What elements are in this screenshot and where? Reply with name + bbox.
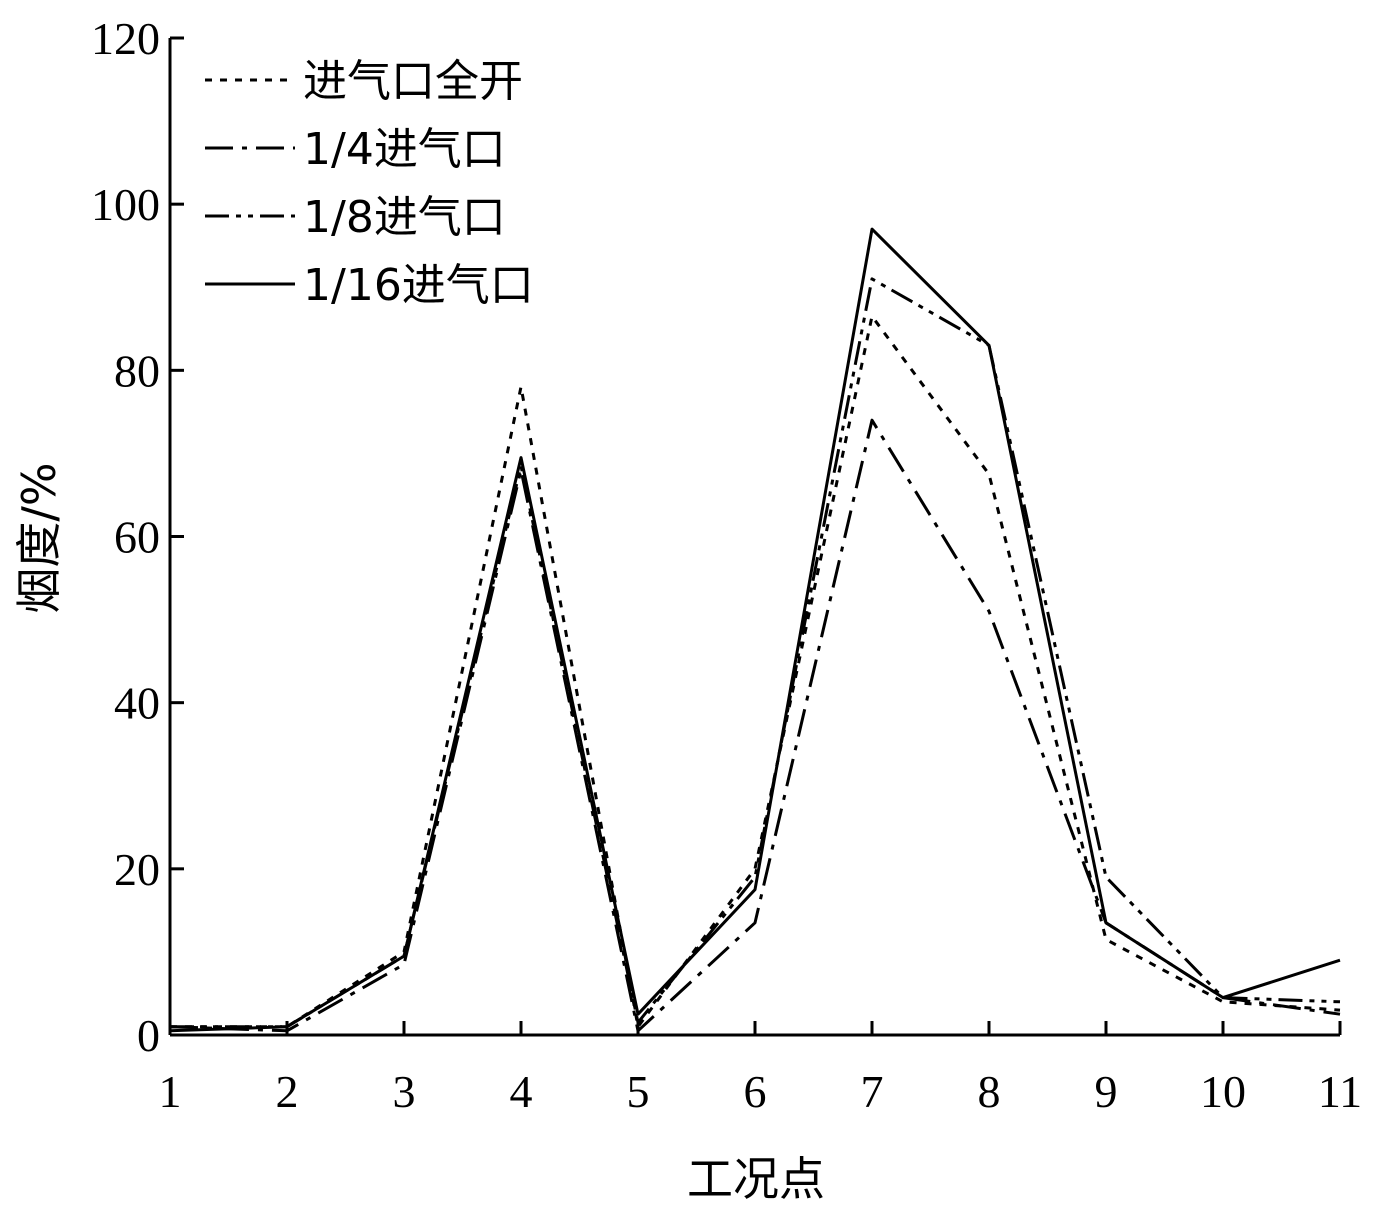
series-line-2 (169, 418, 1341, 1033)
y-tick-label: 120 (91, 13, 160, 64)
x-tick-label: 3 (393, 1066, 416, 1117)
x-tick-label: 8 (978, 1066, 1001, 1117)
x-axis-title: 工况点 (687, 1152, 825, 1205)
series-line-3 (170, 277, 1341, 1029)
y-tick-label: 40 (114, 678, 160, 729)
x-tick-label: 9 (1095, 1066, 1118, 1117)
y-tick-label: 100 (91, 179, 160, 230)
legend-label-3: 1/8进气口 (303, 192, 506, 243)
legend-label-1: 进气口全开 (303, 56, 523, 107)
x-tick-label: 7 (861, 1066, 884, 1117)
y-axis-title: 烟度/% (12, 462, 66, 613)
legend: 进气口全开 1/4进气口 1/8进气口 1/16进气口 (205, 56, 534, 311)
x-tick-label: 11 (1318, 1066, 1362, 1117)
x-tick-label: 10 (1200, 1066, 1246, 1117)
x-tick-label: 6 (744, 1066, 767, 1117)
x-tick-label: 2 (276, 1066, 299, 1117)
x-tick-label: 5 (627, 1066, 650, 1117)
y-tick-label: 0 (137, 1010, 160, 1061)
x-ticks: 1 2 3 4 5 6 7 8 9 10 11 (159, 1021, 1362, 1117)
series-line-4 (169, 227, 1341, 1033)
y-tick-label: 60 (114, 512, 160, 563)
y-tick-label: 20 (114, 844, 160, 895)
y-tick-label: 80 (114, 345, 160, 396)
x-tick-label: 4 (510, 1066, 533, 1117)
y-ticks: 0 20 40 60 80 100 120 (91, 13, 184, 1061)
series-lines (169, 227, 1341, 1033)
x-tick-label: 1 (159, 1066, 182, 1117)
legend-label-2: 1/4进气口 (303, 124, 506, 175)
legend-label-4: 1/16进气口 (303, 260, 534, 311)
